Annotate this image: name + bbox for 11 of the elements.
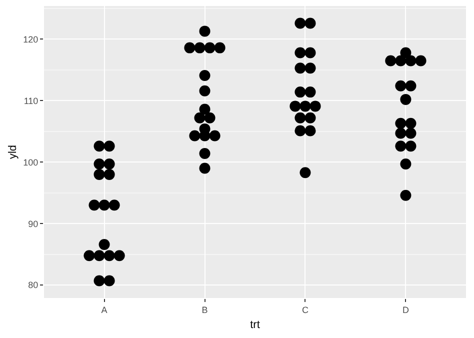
x-tick-label: D <box>402 304 410 315</box>
x-tick-label: C <box>302 304 309 315</box>
y-tick-label: 90 <box>28 218 38 229</box>
y-axis-title: yld <box>6 144 19 160</box>
x-tick-label: A <box>101 304 108 315</box>
x-axis-title: trt <box>250 319 260 331</box>
y-tick-label: 100 <box>23 157 38 168</box>
x-tick-label: B <box>202 304 208 315</box>
y-tick-label: 120 <box>23 34 38 44</box>
y-tick-label: 80 <box>28 280 38 290</box>
y-tick-label: 110 <box>24 96 38 106</box>
